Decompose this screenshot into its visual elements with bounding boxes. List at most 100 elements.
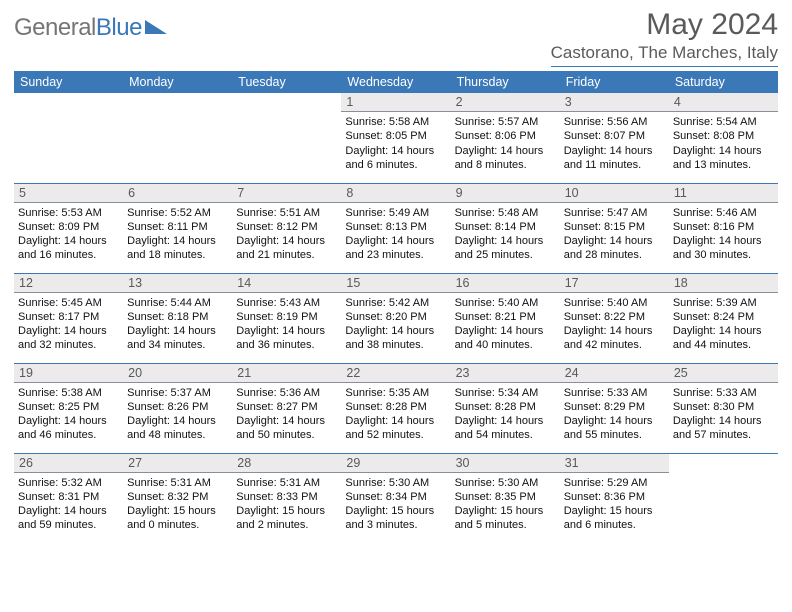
calendar-day-cell: 25Sunrise: 5:33 AMSunset: 8:30 PMDayligh… [669, 363, 778, 453]
day-detail-line: and 46 minutes. [18, 428, 119, 442]
day-detail-line: Sunrise: 5:39 AM [673, 296, 774, 310]
calendar-day-cell: 18Sunrise: 5:39 AMSunset: 8:24 PMDayligh… [669, 273, 778, 363]
day-number: 27 [123, 454, 232, 473]
calendar-day-cell: 31Sunrise: 5:29 AMSunset: 8:36 PMDayligh… [560, 453, 669, 543]
calendar-day-cell: 9Sunrise: 5:48 AMSunset: 8:14 PMDaylight… [451, 183, 560, 273]
day-details: Sunrise: 5:56 AMSunset: 8:07 PMDaylight:… [560, 112, 669, 174]
day-number: 7 [232, 184, 341, 203]
calendar-day-cell: 23Sunrise: 5:34 AMSunset: 8:28 PMDayligh… [451, 363, 560, 453]
day-details: Sunrise: 5:34 AMSunset: 8:28 PMDaylight:… [451, 383, 560, 445]
day-detail-line: and 40 minutes. [455, 338, 556, 352]
day-number: 24 [560, 364, 669, 383]
day-detail-line: Daylight: 14 hours [673, 324, 774, 338]
day-detail-line: and 25 minutes. [455, 248, 556, 262]
day-detail-line: and 57 minutes. [673, 428, 774, 442]
day-detail-line: Sunrise: 5:48 AM [455, 206, 556, 220]
day-detail-line: Sunset: 8:17 PM [18, 310, 119, 324]
day-detail-line: Sunrise: 5:30 AM [345, 476, 446, 490]
calendar-day-cell: 27Sunrise: 5:31 AMSunset: 8:32 PMDayligh… [123, 453, 232, 543]
day-detail-line: Sunset: 8:16 PM [673, 220, 774, 234]
day-number: 1 [341, 93, 450, 112]
calendar-week-row: 5Sunrise: 5:53 AMSunset: 8:09 PMDaylight… [14, 183, 778, 273]
day-detail-line: Sunrise: 5:58 AM [345, 115, 446, 129]
weekday-header: Tuesday [232, 71, 341, 93]
day-detail-line: and 38 minutes. [345, 338, 446, 352]
day-detail-line: and 6 minutes. [564, 518, 665, 532]
day-detail-line: Sunrise: 5:36 AM [236, 386, 337, 400]
day-detail-line: Daylight: 14 hours [18, 324, 119, 338]
day-details: Sunrise: 5:38 AMSunset: 8:25 PMDaylight:… [14, 383, 123, 445]
day-detail-line: Daylight: 15 hours [455, 504, 556, 518]
calendar-day-cell: 17Sunrise: 5:40 AMSunset: 8:22 PMDayligh… [560, 273, 669, 363]
calendar-day-cell: 4Sunrise: 5:54 AMSunset: 8:08 PMDaylight… [669, 93, 778, 183]
day-detail-line: Sunrise: 5:54 AM [673, 115, 774, 129]
day-detail-line: Sunrise: 5:53 AM [18, 206, 119, 220]
day-details: Sunrise: 5:43 AMSunset: 8:19 PMDaylight:… [232, 293, 341, 355]
day-detail-line: Daylight: 14 hours [564, 144, 665, 158]
day-detail-line: Sunset: 8:13 PM [345, 220, 446, 234]
day-details: Sunrise: 5:49 AMSunset: 8:13 PMDaylight:… [341, 203, 450, 265]
day-number: 10 [560, 184, 669, 203]
day-detail-line: Daylight: 14 hours [127, 234, 228, 248]
day-detail-line: Sunset: 8:24 PM [673, 310, 774, 324]
day-detail-line: Daylight: 14 hours [345, 324, 446, 338]
day-detail-line: Sunset: 8:29 PM [564, 400, 665, 414]
day-detail-line: Sunset: 8:05 PM [345, 129, 446, 143]
day-detail-line: Sunset: 8:11 PM [127, 220, 228, 234]
calendar-day-cell: 28Sunrise: 5:31 AMSunset: 8:33 PMDayligh… [232, 453, 341, 543]
day-detail-line: and 42 minutes. [564, 338, 665, 352]
day-details: Sunrise: 5:54 AMSunset: 8:08 PMDaylight:… [669, 112, 778, 174]
calendar-day-cell: 12Sunrise: 5:45 AMSunset: 8:17 PMDayligh… [14, 273, 123, 363]
day-number: 4 [669, 93, 778, 112]
day-detail-line: Sunset: 8:09 PM [18, 220, 119, 234]
day-detail-line: and 52 minutes. [345, 428, 446, 442]
day-number: 12 [14, 274, 123, 293]
calendar-day-cell: 6Sunrise: 5:52 AMSunset: 8:11 PMDaylight… [123, 183, 232, 273]
day-detail-line: Sunset: 8:08 PM [673, 129, 774, 143]
day-details: Sunrise: 5:40 AMSunset: 8:22 PMDaylight:… [560, 293, 669, 355]
day-detail-line: Daylight: 14 hours [345, 414, 446, 428]
header: GeneralBlue May 2024 Castorano, The Marc… [14, 8, 778, 67]
day-detail-line: Daylight: 14 hours [564, 414, 665, 428]
day-details: Sunrise: 5:45 AMSunset: 8:17 PMDaylight:… [14, 293, 123, 355]
day-detail-line: Daylight: 15 hours [564, 504, 665, 518]
day-detail-line: Sunset: 8:07 PM [564, 129, 665, 143]
day-detail-line: Sunset: 8:28 PM [345, 400, 446, 414]
day-detail-line: and 2 minutes. [236, 518, 337, 532]
calendar-day-cell: 2Sunrise: 5:57 AMSunset: 8:06 PMDaylight… [451, 93, 560, 183]
day-detail-line: Sunrise: 5:31 AM [236, 476, 337, 490]
day-detail-line: Sunset: 8:22 PM [564, 310, 665, 324]
day-number: 18 [669, 274, 778, 293]
day-detail-line: Sunrise: 5:43 AM [236, 296, 337, 310]
day-details: Sunrise: 5:47 AMSunset: 8:15 PMDaylight:… [560, 203, 669, 265]
day-detail-line: Sunset: 8:06 PM [455, 129, 556, 143]
day-detail-line: Sunrise: 5:30 AM [455, 476, 556, 490]
day-detail-line: Sunrise: 5:51 AM [236, 206, 337, 220]
title-block: May 2024 Castorano, The Marches, Italy [551, 8, 778, 67]
day-number: 19 [14, 364, 123, 383]
calendar-day-cell: 11Sunrise: 5:46 AMSunset: 8:16 PMDayligh… [669, 183, 778, 273]
location: Castorano, The Marches, Italy [551, 43, 778, 67]
day-number: 29 [341, 454, 450, 473]
weekday-header: Saturday [669, 71, 778, 93]
day-detail-line: Sunrise: 5:45 AM [18, 296, 119, 310]
day-details: Sunrise: 5:53 AMSunset: 8:09 PMDaylight:… [14, 203, 123, 265]
day-detail-line: Sunset: 8:30 PM [673, 400, 774, 414]
day-number: 23 [451, 364, 560, 383]
day-detail-line: Sunrise: 5:40 AM [455, 296, 556, 310]
day-details: Sunrise: 5:36 AMSunset: 8:27 PMDaylight:… [232, 383, 341, 445]
day-detail-line: Sunrise: 5:38 AM [18, 386, 119, 400]
logo-text-1: General [14, 14, 96, 42]
day-detail-line: Sunset: 8:27 PM [236, 400, 337, 414]
day-detail-line: Daylight: 14 hours [673, 414, 774, 428]
day-number: 2 [451, 93, 560, 112]
day-details: Sunrise: 5:32 AMSunset: 8:31 PMDaylight:… [14, 473, 123, 535]
day-detail-line: and 6 minutes. [345, 158, 446, 172]
day-detail-line: Daylight: 14 hours [18, 414, 119, 428]
calendar-day-cell: 21Sunrise: 5:36 AMSunset: 8:27 PMDayligh… [232, 363, 341, 453]
day-detail-line: Sunrise: 5:46 AM [673, 206, 774, 220]
day-detail-line: and 55 minutes. [564, 428, 665, 442]
day-details: Sunrise: 5:39 AMSunset: 8:24 PMDaylight:… [669, 293, 778, 355]
day-details: Sunrise: 5:37 AMSunset: 8:26 PMDaylight:… [123, 383, 232, 445]
day-detail-line: Daylight: 14 hours [236, 234, 337, 248]
